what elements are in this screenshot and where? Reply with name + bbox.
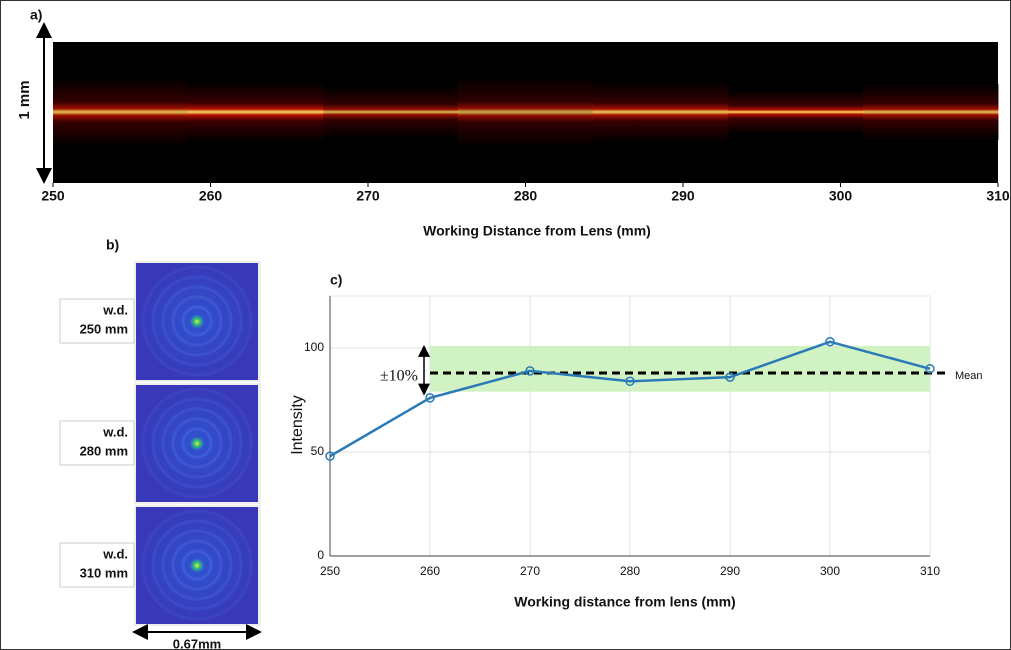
x-tick-label: 290 bbox=[720, 564, 740, 578]
panel-label: b) bbox=[106, 237, 119, 253]
heatmap-beam bbox=[863, 84, 999, 140]
band-label: ±10% bbox=[380, 368, 418, 385]
y-tick-label: 100 bbox=[304, 340, 324, 354]
y-tick-label: 0 bbox=[317, 548, 324, 562]
x-tick-label: 300 bbox=[829, 188, 853, 204]
figure: a) 1 mm 250 260 270 280 290 300 310 Working Dista… bbox=[0, 0, 1011, 650]
x-tick-label: 260 bbox=[420, 564, 440, 578]
x-tick-label: 250 bbox=[320, 564, 340, 578]
image-label: 250 mm bbox=[80, 321, 128, 336]
panel-label: a) bbox=[30, 7, 42, 23]
image-label: 280 mm bbox=[80, 443, 128, 458]
y-axis-label: Intensity bbox=[289, 395, 306, 455]
image-label: w.d. bbox=[102, 302, 128, 317]
heatmap-beam bbox=[593, 82, 729, 142]
heatmap-beam bbox=[728, 90, 864, 134]
x-tick-label: 300 bbox=[820, 564, 840, 578]
x-tick-label: 280 bbox=[514, 188, 538, 204]
panel-label: c) bbox=[330, 272, 342, 288]
x-tick-label: 310 bbox=[920, 564, 940, 578]
x-tick-label: 290 bbox=[671, 188, 695, 204]
image-label: 310 mm bbox=[80, 565, 128, 580]
image-label: w.d. bbox=[102, 424, 128, 439]
x-tick-label: 270 bbox=[520, 564, 540, 578]
y-tick-label: 50 bbox=[311, 444, 325, 458]
tolerance-band bbox=[430, 346, 930, 392]
x-tick-label: 250 bbox=[41, 188, 65, 204]
heatmap-beam bbox=[53, 78, 189, 146]
scale-label: 1 mm bbox=[16, 80, 33, 119]
heatmap-beam bbox=[458, 76, 594, 148]
heatmap-beam bbox=[188, 82, 324, 142]
x-tick-label: 270 bbox=[356, 188, 380, 204]
x-tick-label: 260 bbox=[199, 188, 223, 204]
image-label: w.d. bbox=[102, 546, 128, 561]
x-axis-label: Working distance from lens (mm) bbox=[514, 594, 735, 610]
x-tick-label: 310 bbox=[986, 188, 1010, 204]
x-tick-label: 280 bbox=[620, 564, 640, 578]
scale-label: 0.67mm bbox=[173, 636, 221, 650]
mean-label: Mean bbox=[955, 370, 983, 382]
x-axis-label: Working Distance from Lens (mm) bbox=[423, 223, 651, 239]
heatmap-beam bbox=[323, 86, 459, 138]
